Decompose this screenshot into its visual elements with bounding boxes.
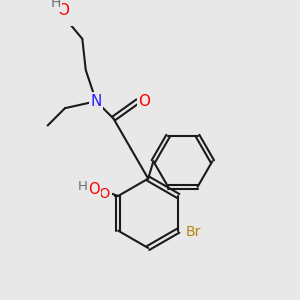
Text: H: H	[51, 0, 61, 11]
Text: O: O	[88, 182, 100, 196]
Text: O: O	[138, 94, 150, 109]
Text: Br: Br	[185, 226, 201, 239]
Text: O: O	[57, 3, 69, 18]
Text: HO: HO	[90, 187, 111, 201]
Text: H: H	[78, 180, 88, 193]
Text: N: N	[91, 94, 102, 109]
